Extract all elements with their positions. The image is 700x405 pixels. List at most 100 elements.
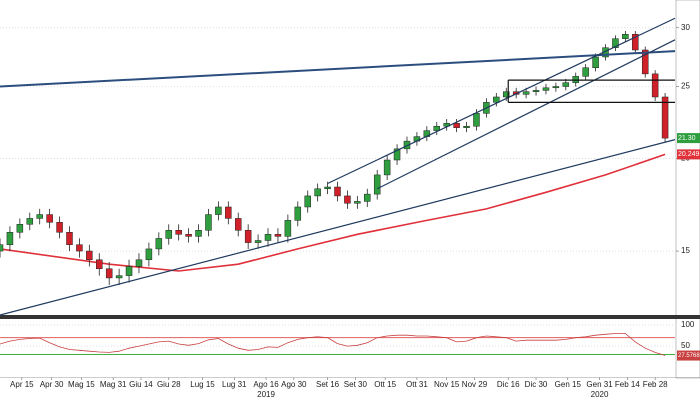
candle-body <box>344 195 351 204</box>
candle-body <box>76 244 83 252</box>
candle-body <box>542 87 550 91</box>
candle-body <box>125 266 133 276</box>
candle-body <box>165 230 172 239</box>
candle-body <box>453 123 460 128</box>
x-tick-label: Nov 29 <box>462 380 488 389</box>
x-tick-label: Feb 28 <box>643 380 668 389</box>
x-tick-label: Set 30 <box>344 380 368 389</box>
candle-body <box>215 206 222 215</box>
candle-body <box>225 206 232 219</box>
panel-separator <box>0 315 700 319</box>
candle-body <box>493 96 500 103</box>
trendline <box>0 139 676 316</box>
rsi-last-label: 27.5768 <box>678 353 700 359</box>
candle-body <box>522 91 530 95</box>
candle-body <box>354 201 361 204</box>
candle-body <box>393 148 401 161</box>
candle-body <box>572 76 579 83</box>
candle-body <box>56 222 63 233</box>
candle-body <box>86 250 93 261</box>
candle-body <box>155 238 163 250</box>
candle-body <box>274 234 282 237</box>
candle-body <box>532 90 540 92</box>
y-tick-label: 30 <box>681 23 690 32</box>
rsi-label-box <box>677 350 700 361</box>
candle-body <box>234 218 242 231</box>
candle-body <box>641 49 649 75</box>
x-tick-label: Ago 30 <box>281 380 307 389</box>
candle-body <box>6 232 14 245</box>
x-tick-label: Set 16 <box>316 380 340 389</box>
candle-body <box>373 174 381 195</box>
candle-body <box>96 259 103 269</box>
candle-body <box>562 82 570 87</box>
trendline <box>327 17 676 185</box>
y-tick-label: 25 <box>681 82 690 91</box>
ma-label: 20.249 <box>678 151 700 158</box>
last-price-label: 21.30 <box>678 135 696 142</box>
candle-body <box>473 113 480 127</box>
rsi-tick-label: 50 <box>681 341 690 350</box>
x-tick-label: Nov 15 <box>434 380 460 389</box>
candle-body <box>0 244 4 252</box>
moving-average <box>0 153 666 272</box>
x-tick-label: Dic 16 <box>497 380 520 389</box>
x-tick-label: Feb 14 <box>615 380 640 389</box>
candle-body <box>582 67 589 77</box>
candle-body <box>334 186 341 197</box>
x-tick-label: Lug 31 <box>222 380 247 389</box>
candle-body <box>195 230 202 237</box>
candle-body <box>145 248 153 261</box>
candle-body <box>185 234 192 237</box>
candle-body <box>632 34 639 51</box>
x-tick-label: Ott 15 <box>374 380 396 389</box>
candle-body <box>115 275 123 279</box>
candle-body <box>622 34 629 39</box>
last-price-label-box <box>677 133 700 144</box>
x-tick-label: Ago 16 <box>253 380 279 389</box>
candle-body <box>175 230 182 235</box>
x-tick-label: Gen 31 <box>586 380 613 389</box>
x-tick-label: Giu 14 <box>129 380 153 389</box>
candle-body <box>264 234 272 241</box>
candle-body <box>433 125 441 131</box>
candle-body <box>592 56 599 68</box>
candle-body <box>651 73 659 98</box>
trendline <box>376 39 676 190</box>
x-tick-label: Gen 15 <box>555 380 582 389</box>
candle-body <box>284 220 292 237</box>
x-tick-label: Lug 15 <box>190 380 215 389</box>
candle-body <box>205 214 212 231</box>
ma-label-box <box>677 149 700 160</box>
candle-body <box>612 38 619 48</box>
candle-body <box>383 159 391 176</box>
x-tick-label: Apr 15 <box>10 380 34 389</box>
x-tick-label: Apr 30 <box>40 380 64 389</box>
candle-body <box>254 240 262 243</box>
candle-body <box>294 206 302 221</box>
candle-body <box>46 214 53 223</box>
candle-body <box>16 224 24 233</box>
candle-body <box>503 91 510 98</box>
rsi-tick-label: 100 <box>681 320 695 329</box>
candle-body <box>26 218 34 225</box>
x-tick-label: Mag 31 <box>100 380 127 389</box>
x-tick-label: Dic 30 <box>525 380 548 389</box>
y-tick-label: 15 <box>681 246 690 255</box>
x-tick-label: Mag 15 <box>68 380 95 389</box>
candle-body <box>105 268 113 279</box>
candle-body <box>463 125 470 128</box>
candle-body <box>661 96 669 139</box>
year-label: 2020 <box>591 390 609 399</box>
candle-body <box>244 230 252 243</box>
candle-body <box>324 186 331 190</box>
candle-body <box>364 193 371 202</box>
year-label: 2019 <box>257 390 275 399</box>
candle-body <box>403 140 411 150</box>
x-tick-label: Giu 28 <box>157 380 181 389</box>
candle-body <box>66 232 73 245</box>
candle-body <box>304 195 311 208</box>
candle-body <box>135 259 143 267</box>
trendline <box>0 50 676 88</box>
